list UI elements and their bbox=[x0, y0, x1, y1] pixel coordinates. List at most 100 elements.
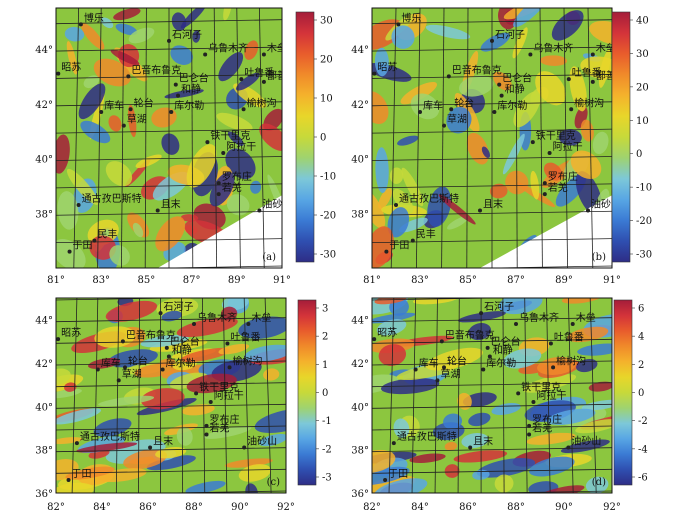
meridian-line bbox=[390, 8, 397, 268]
colorbar-tick-label: -10 bbox=[320, 172, 336, 183]
city-label: 昭苏 bbox=[377, 326, 397, 339]
map-frame bbox=[371, 297, 613, 494]
lat-tick-label: 40° bbox=[351, 402, 369, 413]
parallel-line bbox=[146, 265, 282, 268]
city-label: 乌鲁木齐 bbox=[533, 42, 573, 55]
anomaly-patch bbox=[476, 458, 536, 478]
city-marker bbox=[99, 110, 104, 114]
city-label: 榆树沟 bbox=[233, 354, 263, 367]
lon-tick-label: 87° bbox=[183, 275, 201, 286]
colorbar-tick-label: 6 bbox=[638, 304, 644, 315]
anomaly-patch bbox=[425, 347, 483, 371]
city-marker bbox=[216, 192, 221, 197]
city-label: 木垒 bbox=[596, 42, 616, 55]
map-frame bbox=[55, 297, 287, 494]
city-marker bbox=[481, 367, 486, 372]
city-label: 轮台 bbox=[447, 354, 467, 367]
anomaly-patch bbox=[446, 216, 469, 230]
city-label: 榆树沟 bbox=[247, 96, 277, 109]
lat-tick-label: 38° bbox=[351, 209, 369, 220]
anomaly-patch bbox=[113, 8, 141, 21]
anomaly-patch bbox=[176, 426, 193, 446]
anomaly-patch bbox=[105, 161, 133, 187]
anomaly-patch bbox=[409, 453, 446, 464]
city-label: 油砂山 bbox=[247, 435, 277, 448]
city-label: 巴音布鲁克 bbox=[131, 63, 181, 76]
lat-tick-label: 42° bbox=[351, 100, 369, 111]
lon-tick-label: 91° bbox=[273, 275, 291, 286]
parallel-line bbox=[56, 447, 286, 453]
lon-tick-label: 84° bbox=[411, 502, 429, 513]
parallel-line bbox=[56, 156, 282, 161]
city-label: 和静 bbox=[505, 83, 525, 96]
anomaly-patch bbox=[132, 222, 144, 238]
anomaly-patch bbox=[443, 413, 463, 430]
anomaly-patch bbox=[149, 338, 208, 352]
city-marker bbox=[468, 445, 473, 450]
anomaly-patch bbox=[393, 418, 410, 439]
anomaly-patch bbox=[180, 8, 207, 29]
colorbar-tick-label: -30 bbox=[636, 250, 652, 261]
city-marker bbox=[246, 322, 251, 326]
anomaly-patch bbox=[589, 20, 612, 45]
meridian-line bbox=[524, 298, 528, 493]
city-marker bbox=[566, 445, 571, 450]
city-label: 且末 bbox=[161, 198, 181, 211]
city-marker bbox=[548, 341, 553, 346]
city-label: 石河子 bbox=[484, 301, 514, 313]
lat-tick-label: 36° bbox=[351, 489, 369, 500]
parallel-line bbox=[372, 183, 612, 189]
city-marker bbox=[542, 192, 547, 197]
meridian-line bbox=[144, 8, 147, 268]
city-label: 阿拉干 bbox=[226, 140, 256, 153]
city-label: 木垒 bbox=[267, 42, 287, 55]
anomaly-patch bbox=[64, 26, 85, 42]
anomaly-patch bbox=[56, 368, 71, 385]
anomaly-patch bbox=[140, 388, 185, 410]
anomaly-patch bbox=[427, 186, 451, 227]
city-marker bbox=[128, 107, 133, 112]
meridian-line bbox=[502, 298, 505, 493]
meridian-line bbox=[281, 8, 282, 26]
anomaly-patch bbox=[526, 432, 576, 445]
city-marker bbox=[160, 367, 165, 372]
meridian-line bbox=[93, 298, 99, 493]
parallel-line bbox=[56, 317, 286, 323]
lat-tick-label: 38° bbox=[35, 209, 53, 220]
anomaly-patch bbox=[218, 52, 244, 82]
city-marker bbox=[173, 82, 178, 87]
panel-label: (b) bbox=[592, 252, 606, 263]
city-marker bbox=[435, 378, 440, 383]
city-label: 且末 bbox=[153, 435, 173, 448]
parallel-line bbox=[56, 183, 282, 189]
anomaly-patch bbox=[186, 144, 217, 188]
city-label: 罗布庄 bbox=[222, 170, 252, 183]
city-label: 罗布庄 bbox=[532, 413, 562, 426]
anomaly-patch bbox=[64, 382, 77, 392]
city-label: 巴音布鲁克 bbox=[126, 328, 176, 341]
parallel-line bbox=[467, 490, 612, 493]
lon-tick-label: 88° bbox=[507, 502, 525, 513]
colorbar-tick-label: 10 bbox=[320, 94, 333, 105]
city-label: 油砂山 bbox=[591, 198, 621, 211]
colorbar-tick-label: 20 bbox=[320, 55, 333, 66]
colorbar-tick-label: 0 bbox=[636, 149, 642, 160]
city-label: 若羌 bbox=[548, 181, 568, 194]
map-panel-b: 博乐 石河子 乌鲁木齐 木垒 昭苏 巴音布鲁克 巴仑台 吐鲁番 鄯善 和静 库车 轮台 库尔勒 榆树沟 草湖… bbox=[350, 0, 700, 290]
parallel-line bbox=[372, 360, 612, 366]
city-label: 库车 bbox=[419, 357, 439, 370]
parallel-line bbox=[372, 338, 612, 344]
anomaly-patch bbox=[410, 93, 440, 120]
anomaly-patch bbox=[551, 10, 584, 41]
city-marker bbox=[203, 52, 208, 57]
anomaly-patch bbox=[458, 311, 506, 323]
colorbar-tick-label: -20 bbox=[636, 216, 652, 227]
anomaly-patch bbox=[259, 123, 282, 151]
anomaly-patch bbox=[378, 188, 392, 210]
meridian-line bbox=[587, 8, 594, 268]
city-marker bbox=[221, 151, 226, 156]
city-marker bbox=[167, 38, 171, 43]
city-marker bbox=[383, 478, 388, 482]
lon-tick-label: 87° bbox=[507, 275, 525, 286]
lat-tick-label: 40° bbox=[351, 155, 369, 166]
